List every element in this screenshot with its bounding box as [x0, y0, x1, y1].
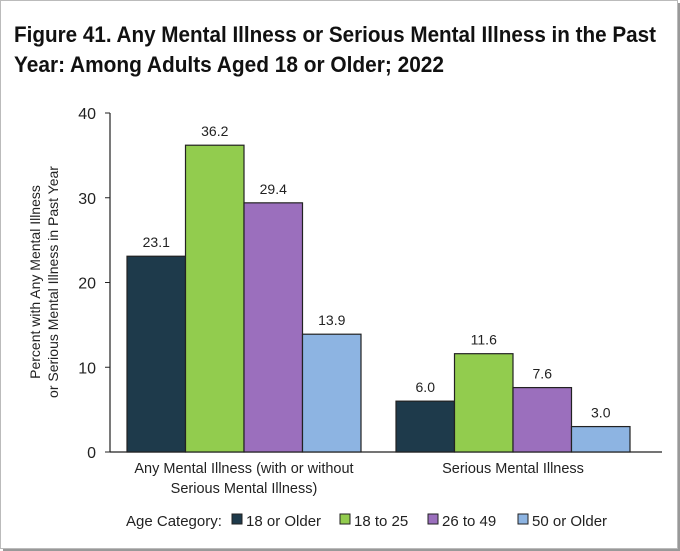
legend-swatch [231, 513, 243, 525]
legend-swatch [339, 513, 351, 525]
y-tick-label: 0 [87, 445, 96, 462]
y-tick-label: 40 [78, 106, 96, 123]
y-axis-label-line-1: Percent with Any Mental Illness [27, 185, 43, 379]
data-label: 23.1 [143, 234, 170, 250]
legend-swatch [517, 513, 529, 525]
legend-entry: 50 or Older [532, 513, 607, 530]
bar [184, 144, 245, 453]
y-tick-label: 10 [78, 360, 96, 377]
y-tick-label: 30 [78, 191, 96, 208]
y-tick-label: 20 [78, 276, 96, 293]
category-label: Serious Mental Illness [442, 461, 584, 477]
legend-entry: 18 to 25 [354, 513, 408, 530]
legend-title: Age Category: [126, 513, 222, 530]
data-label: 13.9 [318, 312, 345, 328]
legend-entry: 26 to 49 [442, 513, 496, 530]
bar [395, 400, 456, 453]
data-label: 36.2 [201, 123, 228, 139]
bar [126, 255, 187, 453]
category-label: Serious Mental Illness) [171, 481, 318, 497]
data-label: 7.6 [533, 366, 553, 382]
y-axis-label-line-2: or Serious Mental Illness in Past Year [45, 166, 61, 398]
bar [570, 425, 631, 453]
bar [243, 202, 304, 453]
legend-swatch [427, 513, 439, 525]
legend-entry: 18 or Older [246, 513, 321, 530]
chart-title-line-2: Year: Among Adults Aged 18 or Older; 202… [14, 52, 444, 77]
data-label: 6.0 [416, 379, 436, 395]
data-label: 11.6 [471, 332, 497, 348]
data-label: 29.4 [260, 181, 287, 197]
bar [512, 386, 573, 453]
bar [301, 333, 362, 453]
chart-title-line-1: Figure 41. Any Mental Illness or Serious… [14, 22, 657, 47]
data-label: 3.0 [591, 405, 611, 421]
bar [453, 353, 514, 453]
category-label: Any Mental Illness (with or without [134, 461, 353, 477]
